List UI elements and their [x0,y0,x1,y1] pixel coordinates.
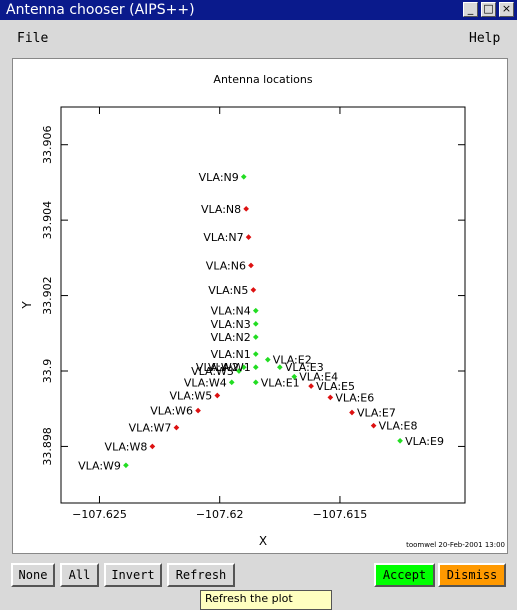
antenna-label: VLA:W1 [208,361,251,374]
antenna-marker[interactable] [370,422,377,429]
antenna-marker[interactable] [240,173,247,180]
x-axis-label: X [259,534,267,548]
antenna-label: VLA:E3 [285,361,324,374]
antenna-marker[interactable] [243,206,249,212]
x-tick-label: −107.615 [313,508,368,521]
antenna-marker[interactable] [397,437,403,444]
x-tick-label: −107.62 [196,508,244,521]
antenna-label: VLA:W3 [191,365,234,378]
antenna-label: VLA:N2 [211,331,251,344]
menu-help[interactable]: Help [469,31,501,46]
antenna-label: VLA:W6 [150,405,193,418]
antenna-label: VLA:N1 [211,348,251,361]
none-button[interactable]: None [11,563,55,587]
title-bar[interactable]: Antenna chooser (AIPS++) _ □ × [0,0,517,20]
maximize-button[interactable]: □ [481,2,496,17]
antenna-marker[interactable] [245,234,252,240]
antenna-marker[interactable] [214,392,221,399]
y-tick-label: 33.898 [41,427,54,466]
menu-file[interactable]: File [17,31,49,46]
window-title: Antenna chooser (AIPS++) [6,2,195,18]
y-axis-label: Y [20,301,34,310]
antenna-marker[interactable] [252,321,259,327]
y-tick-label: 33.902 [41,276,54,315]
antenna-label: VLA:E4 [299,371,338,384]
antenna-marker[interactable] [228,379,235,386]
antenna-marker[interactable] [264,356,271,363]
refresh-button[interactable]: Refresh [167,563,235,587]
antenna-label: VLA:E6 [335,391,374,404]
antenna-label: VLA:E7 [357,406,396,419]
antenna-label: VLA:N7 [203,231,243,244]
antenna-marker[interactable] [291,373,298,380]
minimize-button[interactable]: _ [463,2,478,17]
chart-title: Antenna locations [213,73,312,86]
antenna-marker[interactable] [252,307,259,314]
antenna-marker[interactable] [149,443,156,450]
antenna-label: VLA:N5 [208,284,248,297]
antenna-label: VLA:W7 [129,422,172,435]
antenna-label: VLA:W8 [105,440,148,453]
antenna-label: VLA:N3 [211,318,251,331]
antenna-marker[interactable] [308,383,314,389]
x-tick-label: −107.625 [72,508,127,521]
all-button[interactable]: All [60,563,99,587]
antenna-label: VLA:W4 [184,376,227,389]
antenna-label: VLA:N6 [206,259,246,272]
y-tick-label: 33.906 [41,125,54,164]
invert-button[interactable]: Invert [104,563,162,587]
menu-bar: File Help [0,20,517,56]
antenna-label: VLA:E2 [273,354,312,367]
antenna-marker[interactable] [240,364,247,371]
antenna-label: VLA:N4 [211,305,251,318]
plot-axes-box [60,106,466,504]
antenna-label: VLA:N9 [199,171,239,184]
antenna-label: VLA:W5 [169,390,212,403]
antenna-marker[interactable] [195,407,201,414]
antenna-label: VLA:E5 [316,380,355,393]
plot-footer: toomwel 20-Feb-2001 13:00 [406,541,505,549]
antenna-marker[interactable] [252,379,259,386]
dismiss-button[interactable]: Dismiss [438,563,506,587]
antenna-marker[interactable] [252,334,259,340]
antenna-label: VLA:E8 [379,420,418,433]
antenna-marker[interactable] [236,368,242,374]
antenna-marker[interactable] [123,462,129,469]
antenna-marker[interactable] [327,394,334,401]
y-tick-label: 33.904 [41,201,54,240]
antenna-marker[interactable] [252,351,259,357]
plot-area[interactable]: Antenna locations −107.625 −107.62 −107.615… [12,58,508,554]
antenna-marker[interactable] [248,262,254,269]
antenna-marker[interactable] [349,409,355,416]
antenna-label: VLA:W2 [196,361,239,374]
antenna-plot[interactable]: Antenna locations −107.625 −107.62 −107.615… [13,59,507,553]
antenna-label: VLA:E1 [261,376,300,389]
antenna-marker[interactable] [173,424,180,431]
antenna-marker[interactable] [250,287,257,293]
antenna-label: VLA:N8 [201,203,241,216]
y-tick-label: 33.9 [41,359,54,384]
tooltip: Refresh the plot [200,590,332,610]
antenna-label: VLA:W9 [78,459,121,472]
antenna-marker[interactable] [252,364,259,371]
accept-button[interactable]: Accept [374,563,435,587]
antenna-label: VLA:E9 [405,435,444,448]
antenna-marker[interactable] [277,364,283,371]
close-button[interactable]: × [499,2,514,17]
